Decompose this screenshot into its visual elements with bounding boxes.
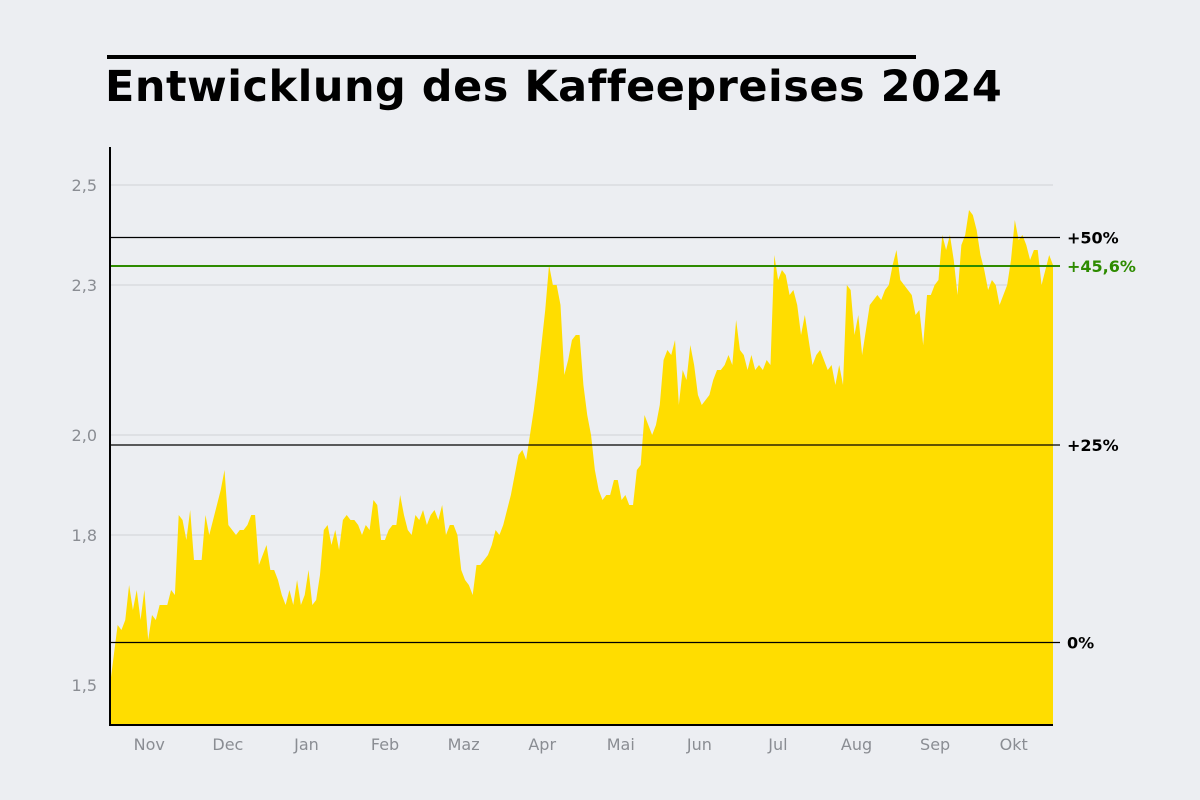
y-tick-label: 2,3 [72,276,97,295]
x-tick-label: Jan [293,735,319,754]
x-tick-label: Jul [767,735,787,754]
chart-title: Entwicklung des Kaffeepreises 2024 [105,62,1003,112]
x-tick-label: Aug [841,735,872,754]
x-tick-label: Nov [134,735,165,754]
x-tick-label: Sep [920,735,950,754]
x-tick-label: Mai [607,735,635,754]
x-tick-label: Dec [212,735,243,754]
current-change-label: +45,6% [1067,257,1136,276]
y-tick-label: 2,0 [72,426,97,445]
y-tick-label: 1,5 [72,676,97,695]
title-rule [107,55,916,59]
reference-line-label: +50% [1067,229,1119,248]
x-tick-label: Okt [1000,735,1028,754]
x-tick-label: Maz [448,735,480,754]
reference-line-label: +25% [1067,436,1119,455]
x-tick-label: Jun [686,735,712,754]
x-tick-label: Apr [528,735,556,754]
price-area [110,210,1053,725]
x-tick-label: Feb [371,735,399,754]
reference-line-label: 0% [1067,634,1094,653]
y-tick-label: 1,8 [72,526,97,545]
y-tick-label: 2,5 [72,176,97,195]
